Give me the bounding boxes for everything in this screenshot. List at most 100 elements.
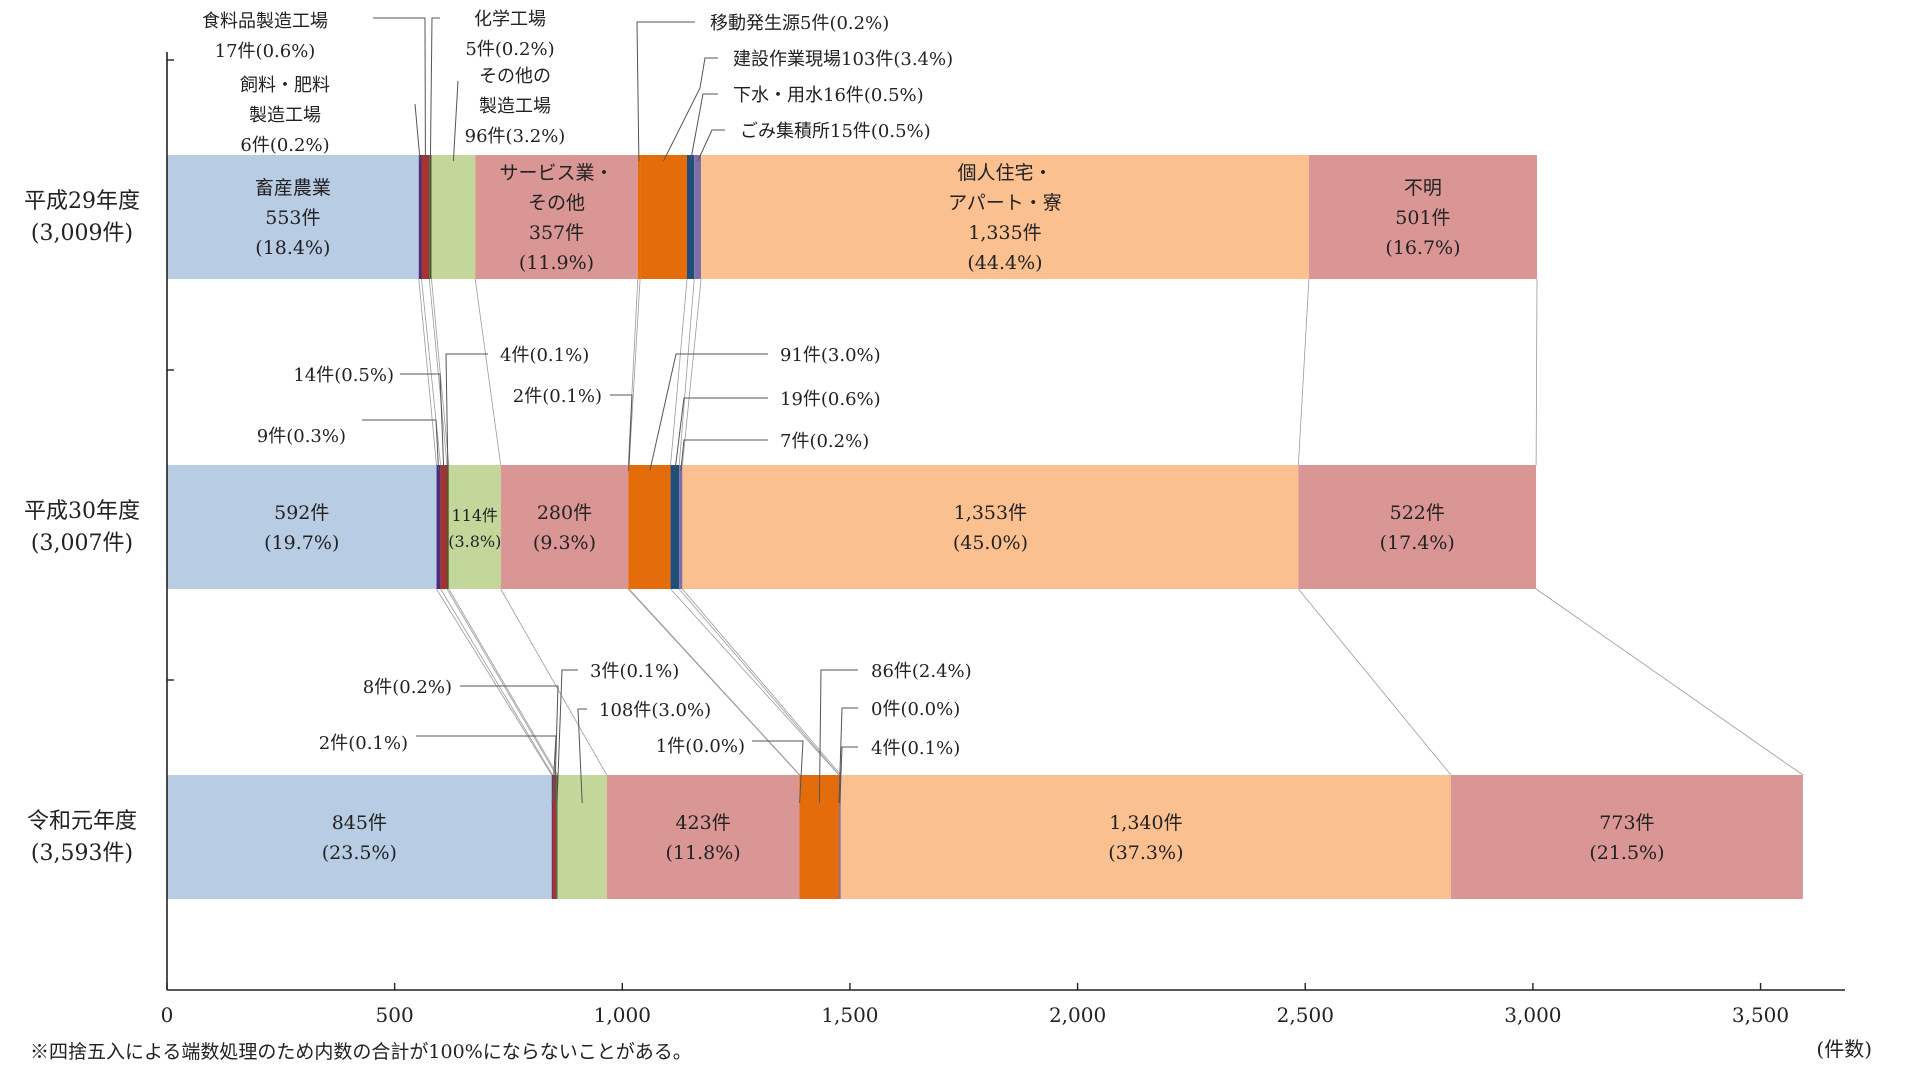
callout-leader-line [649,353,768,472]
callout-leader-line [680,439,768,472]
callout-label-mobile: 移動発生源5件(0.2%) [710,13,889,34]
bar-segment-sewage [670,465,680,589]
bar-segment-service [606,775,800,899]
x-tick-label: 2,000 [1049,1003,1106,1027]
x-tick-label: 1,000 [594,1003,651,1027]
bar-segment-sewage [686,155,695,279]
callout-label-garbage-line: 7件(0.2%) [780,431,869,452]
callout-label-feed-line: 9件(0.3%) [257,426,346,447]
callout-label-othermfg-line: その他の [479,66,551,87]
bar-label-line: (17.4%) [1380,532,1455,554]
callout-leader-line [373,17,426,162]
bar-label-line: (11.8%) [666,842,741,864]
bar-label-line: 1,335件 [968,222,1041,244]
bar-segment-livestock [167,465,437,589]
callout-leader-line [663,57,718,162]
callout-leader-line [445,353,488,472]
callout-label-othermfg: 108件(3.0%) [599,700,711,721]
bar-segment-residential [701,155,1309,279]
bar-label-line: 522件 [1390,502,1445,524]
callout-leader-line [452,80,459,162]
connector-line [627,278,639,466]
footnote: ※四捨五入による端数処理のため内数の合計が100%にならないことがある。 [30,1041,692,1063]
connector-lines [418,278,1804,776]
callout-label-garbage-line: 4件(0.1%) [871,738,960,759]
bar-label-line: 114件 [452,506,499,525]
callout-label-sewage-line: 下水・用水16件(0.5%) [733,85,924,106]
bar-label-line: (18.4%) [255,237,330,259]
connector-line [446,588,557,776]
x-tick-label: 3,500 [1732,1003,1789,1027]
callout-label-othermfg-line: 108件(3.0%) [599,700,711,721]
bar-segment-construction [629,465,671,589]
category-label: 平成29年度 (3,009件) [24,189,140,246]
callout-label-othermfg-line: 製造工場 [479,96,551,117]
callout-label-food-line: 14件(0.5%) [293,365,394,386]
bar-label: 592件 (19.7%) [264,502,339,554]
connector-line [628,588,801,776]
callout-label-food-line: 食料品製造工場 [202,11,328,32]
callout-label-chem-line: 化学工場 [474,9,546,30]
callout-label-garbage: 7件(0.2%) [780,431,869,452]
callout-label-chem: 化学工場 5件(0.2%) [465,9,554,60]
x-axis-unit-label: (件数) [1816,1037,1872,1061]
bar-segments [167,155,1803,899]
bar-label: 114件 (3.8%) [448,506,501,551]
callout-label-sewage: 下水・用水16件(0.5%) [733,85,924,106]
bar-segment-othermfg [431,155,476,279]
bar-label: サービス業・その他 357件 (11.9%) [500,162,614,274]
bar-label-line: 501件 [1395,207,1450,229]
callout-leader-line [838,707,858,804]
category-label-line: (3,593件) [31,841,133,866]
callout-leader-line [697,129,725,162]
callout-label-chem: 3件(0.1%) [590,661,679,682]
callout-label-feed-line: 製造工場 [249,105,321,126]
callout-label-construction-line: 91件(3.0%) [780,345,881,366]
callout-label-feed: 2件(0.1%) [319,733,408,754]
bar-label: 773件 (21.5%) [1589,812,1664,864]
bar-segment-garbage [679,465,683,589]
callout-label-feed-line: 2件(0.1%) [319,733,408,754]
callout-label-chem-line: 5件(0.2%) [465,39,554,60]
bar-label-line: 不明 [1404,177,1442,199]
bar-segment-othermfg [448,465,501,589]
callout-leader-line [416,735,557,804]
bar-label-line: サービス業・ [500,162,614,184]
bar-label: 522件 (17.4%) [1380,502,1455,554]
callout-label-feed-line: 6件(0.2%) [240,135,329,156]
connector-line [421,278,441,466]
bar-label-line: (37.3%) [1108,842,1183,864]
bar-segment-service [500,465,629,589]
x-tick-label: 1,500 [821,1003,878,1027]
bar-label: 畜産農業 553件 (18.4%) [255,177,331,259]
callout-label-chem-line: 4件(0.1%) [500,345,589,366]
bar-segment-food [421,155,430,279]
bar-label-line: (3.8%) [448,532,501,551]
callout-leader-line [636,21,695,162]
callout-leader-line [690,93,718,162]
category-label-line: 平成29年度 [24,189,140,214]
callout-leader-line [556,669,578,804]
connector-line [682,588,842,776]
callout-label-construction-line: 建設作業現場103件(3.4%) [733,49,953,70]
bar-labels: 畜産農業 553件 (18.4%) サービス業・その他 357件 (11.9%) 個人住宅・… [255,162,1665,864]
callout-label-food-line: 17件(0.6%) [215,41,316,62]
bar-segment-livestock [167,775,552,899]
callout-leader-line [460,685,559,804]
category-label-line: (3,007件) [31,531,133,556]
bar-segment-chem [556,775,558,899]
callout-label-feed: 9件(0.3%) [257,426,346,447]
callout-label-food: 8件(0.2%) [363,677,452,698]
callout-label-chem-line: 3件(0.1%) [590,661,679,682]
callout-label-mobile-line: 移動発生源5件(0.2%) [710,13,889,34]
bar-label-line: 423件 [675,812,730,834]
bar-label: 個人住宅・アパート・寮 1,335件 (44.4%) [948,162,1062,274]
category-label-line: 平成30年度 [24,499,140,524]
connector-line [670,588,840,776]
callout-label-mobile-line: 1件(0.0%) [656,736,745,757]
connector-line [627,588,800,776]
bar-segment-residential [840,775,1451,899]
bar-segment-service [475,155,638,279]
callout-label-sewage: 0件(0.0%) [871,699,960,720]
callout-leader-line [839,746,858,804]
